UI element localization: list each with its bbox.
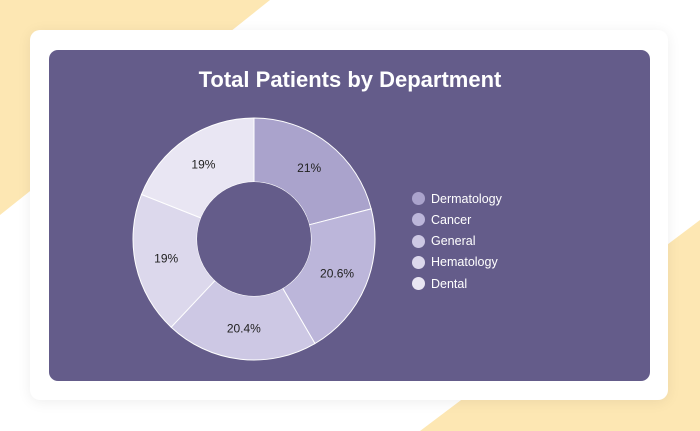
legend-item-cancer[interactable]: Cancer <box>412 209 502 230</box>
legend-swatch <box>412 277 425 291</box>
slice-label-cancer: 20.6% <box>320 267 354 281</box>
legend-swatch <box>412 192 425 206</box>
legend-item-general[interactable]: General <box>412 231 502 252</box>
donut-slice-cancer[interactable] <box>282 208 376 345</box>
donut-hole <box>197 182 311 296</box>
chart-legend: Dermatology Cancer General Hematology Dental <box>412 188 502 294</box>
legend-swatch <box>412 213 425 227</box>
slice-label-general: 20.4% <box>227 321 261 335</box>
legend-label: Dermatology <box>431 191 502 206</box>
legend-label: Dental <box>431 276 468 291</box>
legend-label: General <box>431 234 476 249</box>
slice-label-hematology: 19% <box>154 252 178 266</box>
legend-item-hematology[interactable]: Hematology <box>412 252 502 273</box>
chart-title: Total Patients by Department <box>198 67 502 92</box>
legend-item-dental[interactable]: Dental <box>412 273 502 294</box>
slice-label-dental: 19% <box>191 158 215 172</box>
legend-item-dermatology[interactable]: Dermatology <box>412 188 502 209</box>
legend-swatch <box>412 255 425 269</box>
legend-label: Cancer <box>431 212 472 227</box>
legend-swatch <box>412 234 425 248</box>
legend-label: Hematology <box>431 255 498 270</box>
slice-label-dermatology: 21% <box>297 161 321 175</box>
